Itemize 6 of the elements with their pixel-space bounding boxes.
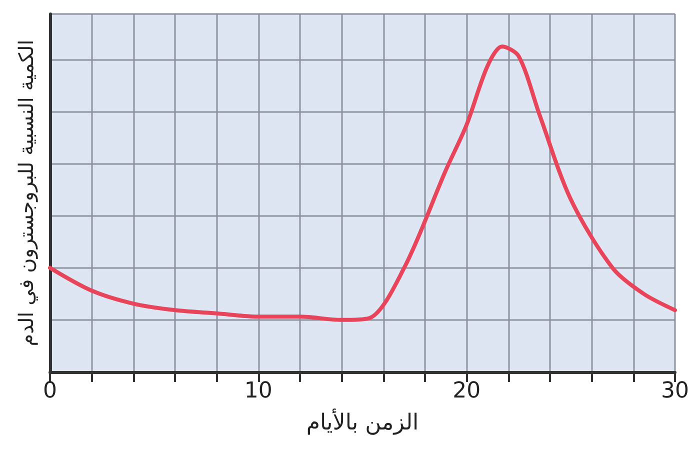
x-tick-label: 0 (43, 378, 57, 404)
x-tick-label: 10 (244, 378, 272, 404)
x-tick-label: 20 (452, 378, 481, 404)
y-axis-title: الكمية النسبية للبروجسترون في الدم (14, 40, 38, 346)
x-axis-title: الزمن بالأيام (306, 408, 419, 436)
x-tick-label: 30 (661, 378, 690, 404)
